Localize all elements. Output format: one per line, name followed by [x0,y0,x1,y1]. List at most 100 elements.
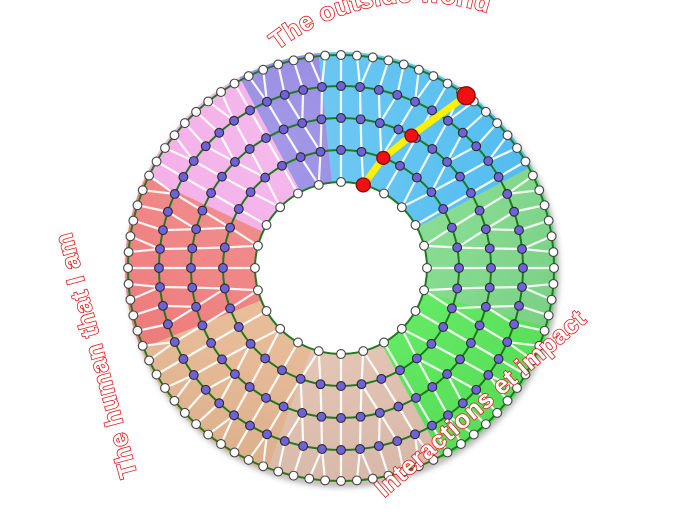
node-ring-level-2[interactable] [217,171,227,182]
node-outer-boundary-ring[interactable] [367,52,378,63]
node-ring-level-3[interactable] [162,206,173,217]
highlight-node[interactable] [404,128,419,143]
node-ring-level-1[interactable] [356,146,367,157]
node-ring-level-3[interactable] [155,282,165,292]
node-ring-level-3[interactable] [493,172,504,182]
node-inner-boundary-ring[interactable] [419,285,430,296]
node-ring-level-2[interactable] [206,338,217,348]
node-ring-level-2[interactable] [191,224,202,235]
node-outer-boundary-ring[interactable] [413,461,424,472]
node-ring-level-2[interactable] [474,320,485,331]
node-ring-level-3[interactable] [169,337,180,347]
node-ring-level-2[interactable] [393,401,404,412]
node-ring-level-3[interactable] [317,82,327,92]
node-ring-level-2[interactable] [316,114,327,125]
node-ring-level-3[interactable] [214,398,225,409]
node-ring-level-3[interactable] [279,89,290,100]
node-ring-level-3[interactable] [188,370,199,380]
node-outer-boundary-ring[interactable] [539,200,550,211]
node-outer-boundary-ring[interactable] [534,185,545,196]
node-inner-boundary-ring[interactable] [252,240,263,251]
node-outer-boundary-ring[interactable] [320,475,331,486]
node-ring-level-2[interactable] [229,369,240,380]
node-ring-level-3[interactable] [245,105,255,116]
node-inner-boundary-ring[interactable] [293,337,303,348]
node-outer-boundary-ring[interactable] [428,454,439,465]
node-outer-boundary-ring[interactable] [304,473,315,484]
node-outer-boundary-ring[interactable] [336,476,346,486]
node-outer-boundary-ring[interactable] [320,50,331,61]
node-inner-boundary-ring[interactable] [261,220,272,230]
node-ring-level-3[interactable] [471,141,482,152]
node-ring-level-3[interactable] [493,354,504,364]
node-inner-boundary-ring[interactable] [250,263,260,273]
node-ring-level-1[interactable] [411,353,422,364]
node-ring-level-3[interactable] [502,189,513,199]
node-outer-boundary-ring[interactable] [527,170,538,181]
node-ring-level-1[interactable] [233,322,244,332]
node-outer-boundary-ring[interactable] [128,310,139,321]
node-outer-boundary-ring[interactable] [160,383,170,393]
node-outer-boundary-ring[interactable] [304,52,315,63]
node-ring-level-2[interactable] [474,205,485,216]
node-inner-boundary-ring[interactable] [275,323,286,334]
node-outer-boundary-ring[interactable] [539,325,550,336]
node-ring-level-1[interactable] [233,204,244,214]
node-ring-level-2[interactable] [480,224,491,235]
node-ring-level-3[interactable] [279,436,290,447]
node-ring-level-1[interactable] [260,353,271,364]
ring-nodes[interactable] [123,50,559,486]
node-ring-level-3[interactable] [427,105,437,116]
node-inner-boundary-ring[interactable] [419,240,430,251]
node-outer-boundary-ring[interactable] [398,466,409,477]
node-ring-level-2[interactable] [297,407,308,418]
node-outer-boundary-ring[interactable] [520,369,531,380]
node-outer-boundary-ring[interactable] [191,106,202,117]
node-outer-boundary-ring[interactable] [502,130,513,141]
node-ring-level-3[interactable] [392,436,403,447]
node-ring-level-1[interactable] [426,187,437,198]
node-ring-level-1[interactable] [260,172,271,183]
node-ring-level-3[interactable] [355,82,365,92]
node-ring-level-2[interactable] [393,124,404,135]
node-ring-level-2[interactable] [427,144,438,154]
node-ring-level-3[interactable] [410,429,420,440]
node-outer-boundary-ring[interactable] [203,96,214,107]
node-ring-level-2[interactable] [442,369,453,380]
node-inner-boundary-ring[interactable] [252,285,263,296]
node-outer-boundary-ring[interactable] [132,200,143,211]
node-ring-level-1[interactable] [395,160,405,171]
node-ring-level-3[interactable] [373,85,384,95]
node-ring-level-2[interactable] [355,411,366,422]
node-ring-level-2[interactable] [355,114,366,125]
node-outer-boundary-ring[interactable] [520,156,531,167]
node-ring-level-1[interactable] [446,222,457,233]
node-outer-boundary-ring[interactable] [502,395,513,406]
node-outer-boundary-ring[interactable] [548,278,559,289]
node-ring-level-3[interactable] [188,156,199,166]
node-ring-level-1[interactable] [277,365,287,376]
node-outer-boundary-ring[interactable] [258,461,269,472]
node-ring-level-2[interactable] [261,133,271,144]
node-outer-boundary-ring[interactable] [229,447,240,458]
node-outer-boundary-ring[interactable] [549,263,559,273]
node-outer-boundary-ring[interactable] [151,369,162,380]
node-ring-level-1[interactable] [452,283,463,294]
node-ring-level-2[interactable] [297,118,308,129]
node-outer-boundary-ring[interactable] [512,143,522,153]
node-outer-boundary-ring[interactable] [543,310,554,321]
node-ring-level-3[interactable] [457,127,468,138]
node-ring-level-2[interactable] [455,171,465,182]
node-ring-level-3[interactable] [483,156,494,166]
node-outer-boundary-ring[interactable] [151,156,162,167]
node-outer-boundary-ring[interactable] [383,470,394,481]
node-outer-boundary-ring[interactable] [137,185,148,196]
node-ring-level-2[interactable] [229,156,240,167]
node-ring-level-2[interactable] [480,301,491,312]
node-ring-level-3[interactable] [336,445,346,455]
node-ring-level-2[interactable] [206,188,217,198]
node-outer-boundary-ring[interactable] [203,429,214,440]
node-ring-level-1[interactable] [219,242,230,253]
node-ring-level-2[interactable] [336,413,346,423]
node-ring-level-2[interactable] [187,243,198,254]
